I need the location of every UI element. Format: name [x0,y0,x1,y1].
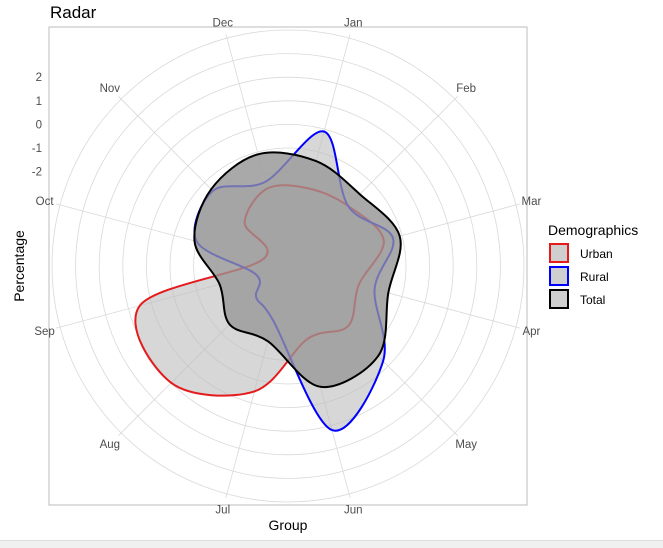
month-label: Mar [522,196,542,208]
month-label: Jun [344,504,363,516]
month-label: May [455,439,477,451]
series-lines [134,130,402,432]
y-tick-label: 0 [36,119,42,131]
legend-title: Demographics [548,222,638,238]
chart-title: Radar [50,3,97,22]
month-label: Nov [100,83,121,95]
y-tick-label: -1 [32,143,42,155]
window-bottom-bar [0,540,663,548]
month-label: Oct [36,196,55,208]
total-line [193,151,402,388]
legend-key-rural [549,266,569,286]
legend-key-total [549,289,569,309]
month-label: Jul [215,504,230,516]
y-tick-labels: 2 1 0 -1 -2 [32,72,42,178]
grid-circle [51,29,525,503]
legend-label-urban: Urban [580,247,613,261]
month-labels: Jan Feb Mar Apr May Jun Jul Aug Sep Oct Nov Dec [34,18,541,517]
grid-circle [75,53,501,479]
month-label: Jan [344,18,363,30]
month-label: Apr [522,326,540,338]
month-label: Feb [456,83,476,95]
y-tick-label: 2 [36,72,42,84]
x-axis-title: Group [269,517,308,533]
legend-label-total: Total [580,293,605,307]
legend: Demographics Urban Rural Total [548,222,638,309]
y-tick-label: 1 [36,96,42,108]
y-tick-label: -2 [32,167,42,179]
grid-circle [145,123,431,409]
grid-circle [122,100,454,432]
grid-circle [169,147,407,385]
month-label: Dec [213,18,234,30]
legend-key-urban [549,243,569,263]
legend-label-rural: Rural [580,270,609,284]
grid-circle [98,76,478,456]
month-label: Aug [100,439,120,451]
y-axis-title: Percentage [11,230,27,302]
month-label: Sep [34,326,54,338]
